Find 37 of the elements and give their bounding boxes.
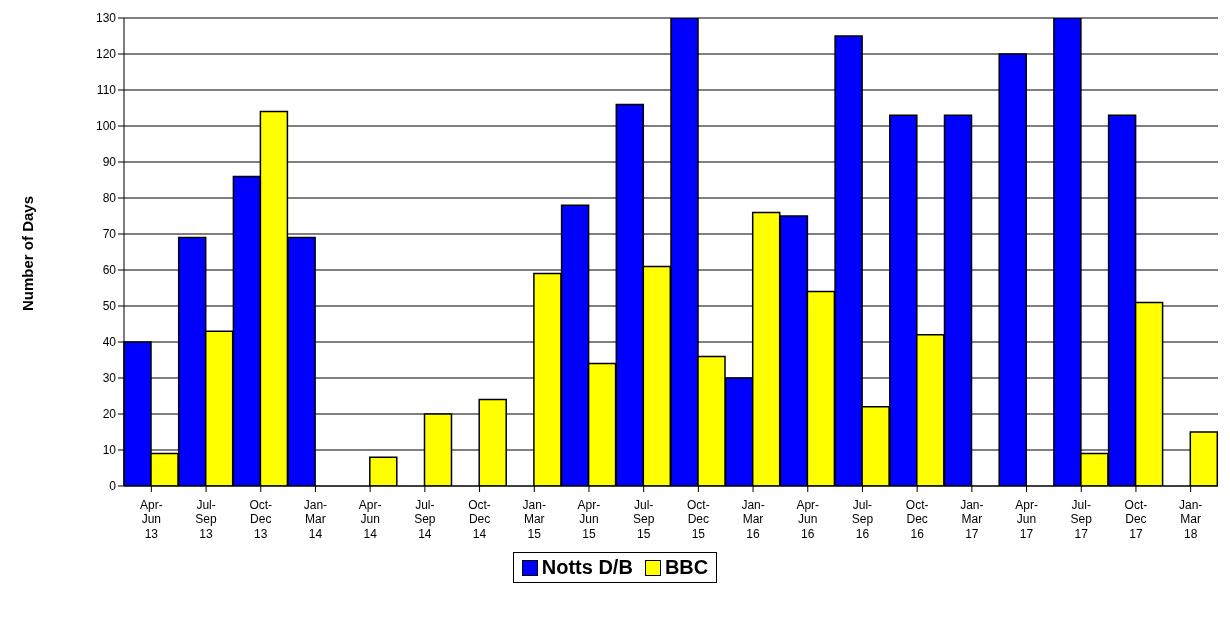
y-tick-label: 120 (95, 47, 117, 62)
x-tick-label: Apr- Jun 17 (1015, 497, 1038, 541)
x-tick-label: Jan- Mar 15 (522, 497, 546, 541)
y-axis-title: Number of Days (19, 195, 37, 311)
x-tick-label: Oct- Dec 16 (905, 497, 929, 541)
x-tick-label: Oct- Dec 13 (249, 497, 273, 541)
y-tick-label: 0 (109, 479, 117, 494)
y-tick-label: 40 (102, 335, 117, 350)
x-tick-label: Oct- Dec 15 (687, 497, 710, 541)
x-tick-label: Apr- Jun 15 (577, 497, 601, 541)
y-tick-label: 70 (102, 227, 117, 242)
x-tick-label: Apr- Jun 14 (358, 497, 382, 541)
x-tick-label: Oct- Dec 14 (468, 497, 491, 541)
x-tick-label: Oct- Dec 17 (1124, 497, 1148, 541)
y-tick-label: 10 (102, 443, 117, 458)
y-tick-label: 20 (102, 407, 117, 422)
y-tick-label: 80 (102, 191, 117, 206)
x-tick-label: Jan- Mar 16 (741, 497, 765, 541)
y-tick-label: 90 (102, 155, 117, 170)
x-tick-label: Jan- Mar 17 (960, 497, 984, 541)
y-tick-label: 50 (102, 299, 117, 314)
x-tick-label: Jan- Mar 18 (1178, 497, 1203, 541)
y-tick-label: 30 (102, 371, 117, 386)
x-tick-label: Apr- Jun 13 (140, 497, 163, 541)
x-tick-label: Jan- Mar 14 (303, 497, 328, 541)
x-tick-label: Jul- Sep 16 (851, 497, 874, 541)
x-tick-label: Jul- Sep 13 (195, 497, 218, 541)
x-tick-label: Jul- Sep 14 (414, 497, 436, 541)
y-tick-label: 100 (95, 119, 117, 134)
y-tick-label: 110 (96, 83, 117, 98)
y-tick-label: 130 (95, 11, 117, 26)
y-tick-label: 60 (102, 263, 117, 278)
legend-label: BBC (664, 556, 709, 579)
x-tick-label: Apr- Jun 16 (796, 497, 820, 541)
x-tick-label: Jul- Sep 17 (1070, 497, 1093, 541)
legend-label: Notts D/B (541, 556, 633, 579)
x-tick-label: Jul- Sep 15 (632, 497, 655, 541)
